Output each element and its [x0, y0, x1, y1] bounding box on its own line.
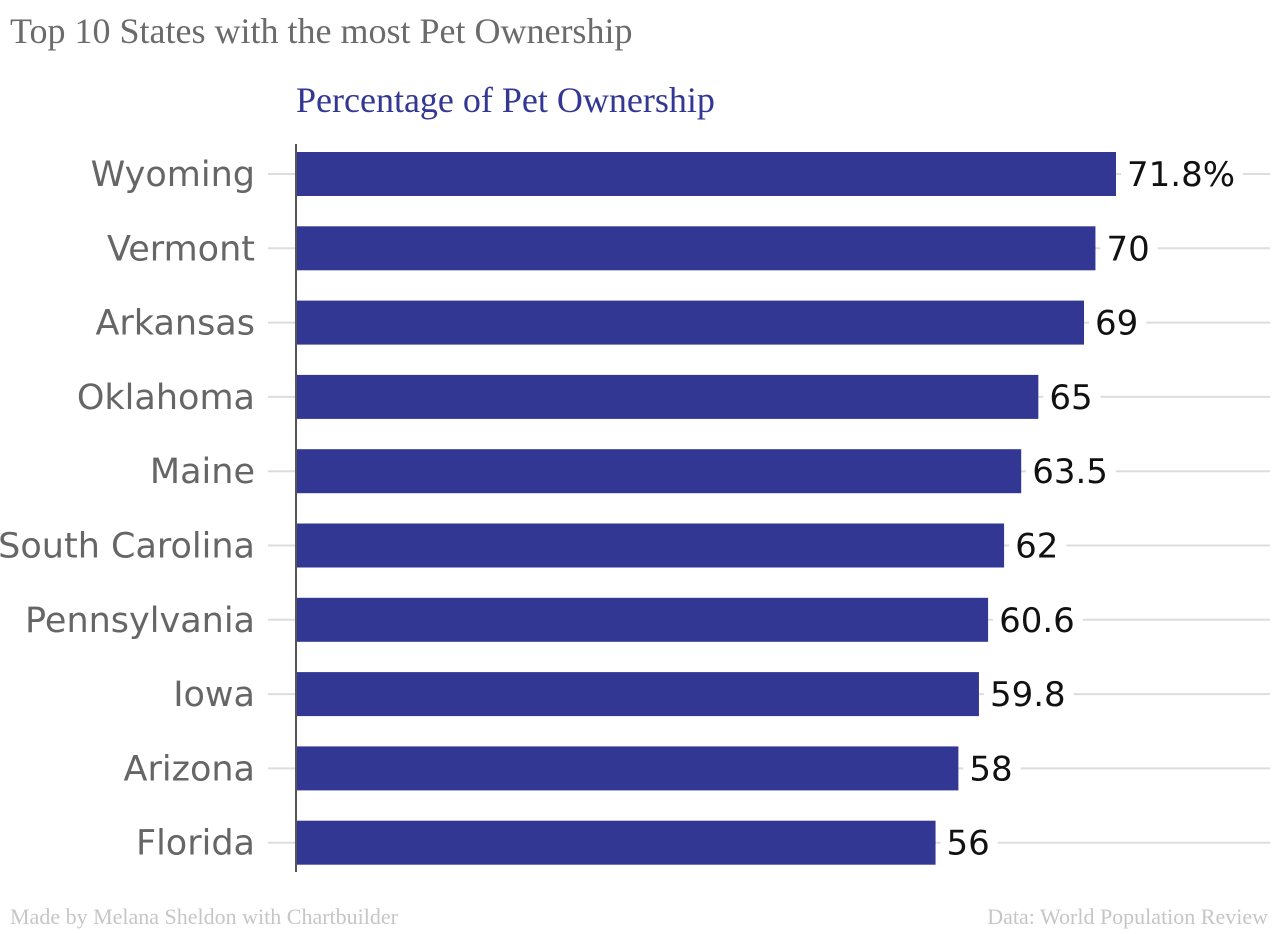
footer-credit: Made by Melana Sheldon with Chartbuilder	[10, 904, 398, 929]
gridlines	[296, 173, 1270, 844]
value-label-backing	[940, 823, 998, 864]
value-label-backing	[963, 749, 1021, 790]
value-label: 69	[1095, 304, 1138, 344]
category-label: Vermont	[107, 229, 255, 269]
category-label: Oklahoma	[77, 378, 255, 418]
bar-arizona	[296, 746, 959, 791]
value-label-backing	[1043, 377, 1101, 418]
bar-wyoming	[296, 152, 1116, 196]
category-ticks	[268, 173, 296, 844]
value-label: 65	[1049, 378, 1092, 418]
series-label: Percentage of Pet Ownership	[296, 80, 715, 120]
value-label: 71.8%	[1127, 155, 1235, 195]
bar-vermont	[296, 226, 1096, 271]
value-label: 58	[969, 749, 1012, 789]
category-label: Arkansas	[95, 304, 255, 344]
bar-florida	[296, 820, 936, 865]
value-label-backing	[983, 675, 1074, 716]
bar-pennsylvania	[296, 597, 989, 642]
value-label: 70	[1106, 229, 1149, 269]
category-label: Iowa	[173, 675, 255, 715]
category-labels: Wyoming Vermont Arkansas Oklahoma Maine South…	[0, 155, 255, 864]
bars	[296, 152, 1116, 865]
category-label: Wyoming	[91, 155, 255, 195]
category-label: Pennsylvania	[25, 601, 255, 641]
bar-iowa	[296, 672, 979, 717]
value-label-backing	[1089, 303, 1147, 344]
bar-maine	[296, 449, 1022, 494]
footer-source: Data: World Population Review	[987, 904, 1268, 929]
value-label-backing	[1026, 452, 1116, 493]
value-label: 62	[1015, 527, 1058, 567]
value-label: 63.5	[1032, 452, 1108, 492]
category-label: Maine	[150, 452, 255, 492]
value-label-backing	[993, 600, 1083, 641]
category-label: Arizona	[124, 749, 255, 789]
value-label: 56	[947, 824, 990, 864]
category-label: Florida	[136, 824, 255, 864]
value-label-backing	[1009, 526, 1067, 567]
value-label: 59.8	[990, 675, 1066, 715]
bar-south-carolina	[296, 523, 1005, 568]
chart-title: Top 10 States with the most Pet Ownershi…	[10, 11, 633, 51]
value-label: 60.6	[999, 601, 1075, 641]
value-label-backing	[1100, 229, 1158, 270]
bar-arkansas	[296, 300, 1085, 345]
bar-oklahoma	[296, 374, 1039, 419]
category-label: South Carolina	[0, 527, 255, 567]
value-label-backing	[1121, 155, 1244, 195]
